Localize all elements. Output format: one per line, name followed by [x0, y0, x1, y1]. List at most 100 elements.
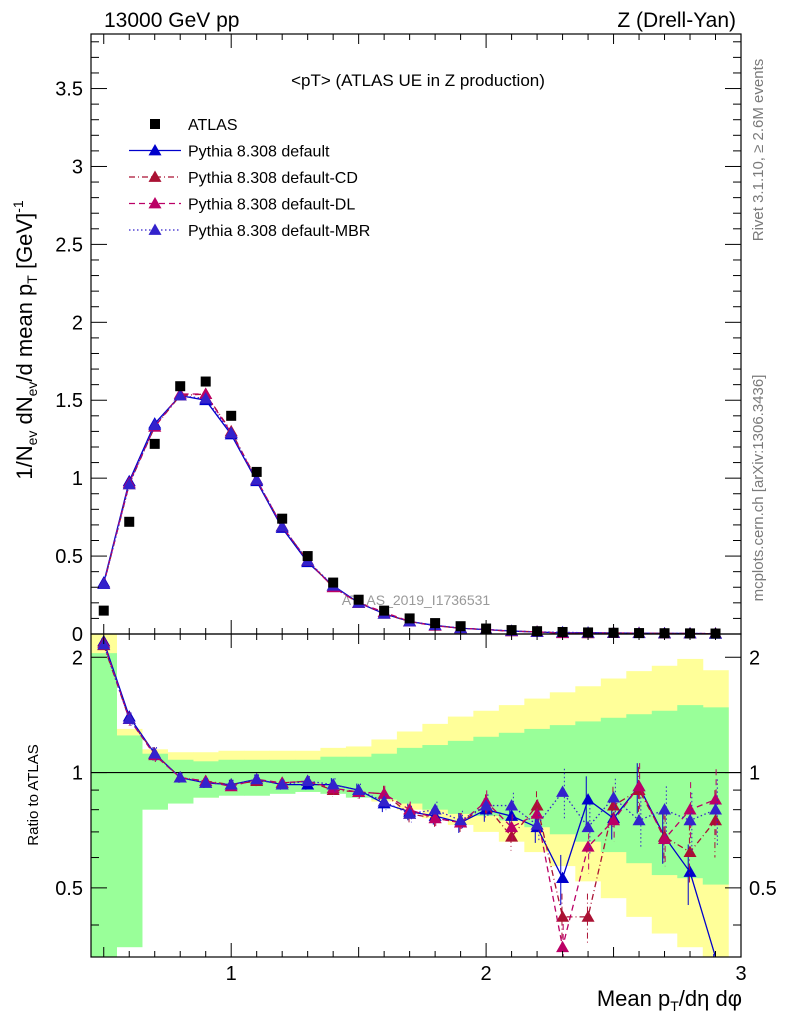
- x-tick-label: 2: [481, 963, 492, 985]
- ratio-marker: [683, 865, 697, 877]
- ratio-band-inner: [116, 735, 143, 948]
- ratio-marker: [683, 813, 697, 826]
- ratio-y-tick-label: 1: [749, 763, 760, 785]
- y-tick-label: 1.5: [55, 390, 83, 412]
- y-tick-label: 2.5: [55, 234, 83, 256]
- ratio-y-tick-label: 2: [72, 647, 83, 669]
- ratio-marker: [581, 910, 595, 922]
- ratio-marker: [122, 712, 136, 724]
- ratio-marker: [556, 785, 570, 797]
- ratio-marker: [479, 799, 493, 811]
- legend-marker: [150, 119, 160, 129]
- ratio-band-inner: [396, 747, 423, 804]
- ratio-marker: [148, 747, 162, 759]
- data-point: [175, 381, 186, 392]
- data-point: [149, 438, 160, 449]
- data-point: [404, 613, 415, 624]
- ratio-marker: [658, 803, 672, 815]
- ratio-marker: [224, 778, 238, 790]
- y-tick-label: 1: [72, 468, 83, 490]
- ratio-band-inner: [549, 725, 576, 835]
- ratio-y-tick-label: 0.5: [749, 878, 777, 900]
- ratio-y-axis-title: Ratio to ATLAS: [25, 744, 42, 845]
- chart-title: <pT> (ATLAS UE in Z production): [291, 71, 545, 90]
- ratio-marker: [607, 813, 621, 826]
- y-tick-label: 3: [72, 156, 83, 178]
- ratio-marker: [326, 778, 340, 790]
- x-tick-label: 3: [735, 963, 746, 985]
- data-point: [277, 513, 288, 524]
- watermark: ATLAS_2019_I1736531: [342, 592, 491, 608]
- legend-label: Pythia 8.308 default-CD: [188, 170, 358, 187]
- ratio-marker: [581, 793, 595, 805]
- ratio-marker: [403, 807, 417, 819]
- ratio-marker: [428, 803, 442, 815]
- ratio-marker: [352, 783, 366, 795]
- data-point: [124, 516, 135, 527]
- ratio-marker: [377, 795, 391, 807]
- ratio-y-tick-label: 0.5: [55, 878, 83, 900]
- ratio-marker: [581, 820, 595, 833]
- ratio-band-inner: [447, 740, 474, 814]
- ratio-y-tick-label: 2: [749, 647, 760, 669]
- legend-marker: [148, 223, 162, 235]
- ratio-band-inner: [141, 753, 168, 810]
- ratio-marker: [709, 793, 723, 805]
- legend-marker: [148, 144, 162, 156]
- series-marker: [250, 473, 264, 485]
- data-point: [328, 577, 339, 588]
- ratio-y-tick-label: 1: [72, 763, 83, 785]
- ratio-marker: [454, 813, 468, 826]
- series-marker: [97, 577, 111, 590]
- y-axis-title: 1/Nev dNev/d mean pT [GeV]-1: [10, 200, 40, 480]
- y-tick-label: 2: [72, 312, 83, 334]
- legend-label: Pythia 8.308 default-DL: [188, 197, 355, 214]
- ratio-marker: [250, 772, 264, 785]
- header-left: 13000 GeV pp: [104, 9, 239, 32]
- header-right: Z (Drell-Yan): [617, 9, 736, 32]
- series-marker: [122, 477, 136, 490]
- y-tick-label: 0.5: [55, 546, 83, 568]
- data-point: [379, 605, 390, 616]
- ratio-marker: [530, 818, 544, 830]
- data-point: [226, 410, 237, 421]
- ratio-marker: [505, 830, 519, 842]
- legend-label: Pythia 8.308 default: [188, 144, 330, 161]
- ratio-marker: [683, 845, 697, 857]
- ratio-marker: [556, 910, 570, 922]
- series-marker: [148, 418, 162, 431]
- legend-marker: [148, 197, 162, 209]
- rivet-label: Rivet 3.1.10, ≥ 2.6M events: [750, 59, 767, 242]
- series-marker: [275, 519, 289, 532]
- y-tick-label: 0: [72, 624, 83, 646]
- ratio-band-inner: [422, 745, 449, 810]
- ratio-marker: [632, 779, 646, 792]
- ratio-band-inner: [91, 653, 117, 957]
- ratio-marker: [556, 940, 570, 953]
- ratio-marker: [658, 832, 672, 845]
- legend-label: ATLAS: [188, 117, 238, 134]
- ratio-marker: [607, 791, 621, 803]
- ratio-marker: [428, 811, 442, 824]
- legend-label: Pythia 8.308 default-MBR: [188, 223, 370, 240]
- series-marker: [199, 392, 213, 404]
- data-point: [353, 594, 364, 605]
- data-point: [98, 605, 109, 616]
- ratio-marker: [530, 807, 544, 819]
- ratio-marker: [199, 776, 213, 788]
- data-point: [430, 618, 441, 629]
- ratio-marker: [581, 840, 595, 852]
- ratio-marker: [505, 799, 519, 811]
- data-point: [200, 376, 211, 387]
- x-axis-title: Mean pT/dη dφ: [597, 986, 742, 1014]
- ratio-marker: [709, 803, 723, 815]
- y-tick-label: 3.5: [55, 79, 83, 101]
- ratio-marker: [530, 799, 544, 811]
- data-point: [455, 621, 466, 632]
- data-point: [302, 551, 313, 562]
- ratio-marker: [709, 813, 723, 826]
- legend-marker: [148, 170, 162, 182]
- ratio-marker: [556, 871, 570, 884]
- ratio-marker: [301, 774, 315, 786]
